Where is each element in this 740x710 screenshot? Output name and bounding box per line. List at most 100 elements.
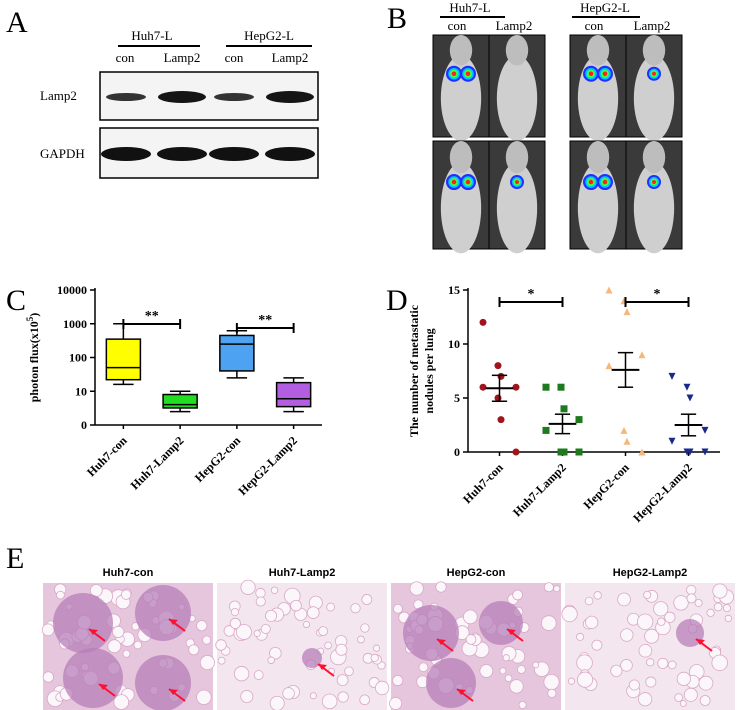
point xyxy=(542,426,550,434)
point xyxy=(494,394,502,402)
alveolus xyxy=(593,591,602,600)
arrow-head xyxy=(457,689,466,695)
significance-label: ** xyxy=(145,309,159,324)
alveolus xyxy=(270,586,279,594)
box xyxy=(162,393,198,409)
signal xyxy=(451,179,457,185)
alveolus xyxy=(540,615,557,631)
point xyxy=(605,286,613,294)
point xyxy=(560,448,568,456)
group-label: HepG2-L xyxy=(580,0,630,15)
alveolus xyxy=(375,680,390,696)
y-axis-label: nodules per lung xyxy=(422,328,436,413)
alveolus xyxy=(229,617,241,629)
y-tick-label: 100 xyxy=(69,351,87,365)
band xyxy=(106,93,146,101)
alveolus xyxy=(620,628,634,642)
lane-label: Lamp2 xyxy=(272,50,309,65)
point xyxy=(686,448,694,456)
alveolus xyxy=(577,671,594,688)
y-axis-label-sup: 5 xyxy=(25,316,35,321)
alveolus xyxy=(686,593,697,604)
alveolus xyxy=(711,654,728,672)
mouse-body xyxy=(577,162,619,254)
alveolus xyxy=(253,629,261,637)
alveolus xyxy=(202,635,212,645)
band xyxy=(157,147,207,161)
mouse-body xyxy=(577,55,619,142)
band xyxy=(214,93,254,101)
alveolus xyxy=(667,660,677,670)
alveolus xyxy=(309,692,317,700)
alveolus xyxy=(516,665,526,674)
band xyxy=(209,147,259,161)
alveolus xyxy=(230,607,240,617)
alveolus xyxy=(585,615,599,629)
mouse-head xyxy=(505,141,529,174)
alveolus xyxy=(584,596,594,606)
alveolus xyxy=(122,649,131,658)
arrow-head xyxy=(437,639,446,645)
alveolus xyxy=(722,604,731,613)
alveolus xyxy=(107,639,122,654)
significance-label: ** xyxy=(258,313,272,328)
alveolus xyxy=(240,579,256,595)
mouse-body xyxy=(633,162,675,254)
row-label: Lamp2 xyxy=(40,88,77,103)
point xyxy=(497,372,505,380)
alveolus xyxy=(326,602,336,612)
point xyxy=(638,448,646,456)
alveolus xyxy=(196,620,208,632)
alveolus xyxy=(637,613,654,630)
x-tick-label: Huh7-con xyxy=(84,433,130,479)
alveolus xyxy=(324,641,332,650)
y-axis-label-part: ) xyxy=(27,313,41,317)
signal xyxy=(602,179,608,185)
image-title: Huh7-Lamp2 xyxy=(269,567,336,579)
alveolus xyxy=(253,670,264,680)
x-tick-label: Huh7-Lamp2 xyxy=(510,460,569,519)
alveolus xyxy=(344,666,354,677)
mouse-head xyxy=(642,141,666,174)
alveolus xyxy=(357,635,365,644)
box xyxy=(105,338,142,381)
alveolus xyxy=(233,666,250,682)
arrow-head xyxy=(89,629,98,635)
y-axis-label-part: photon flux(x10 xyxy=(27,321,41,402)
alveolus xyxy=(370,653,379,662)
lane-label: Lamp2 xyxy=(634,18,671,33)
alveolus xyxy=(337,691,349,703)
nodule xyxy=(135,585,191,641)
arrow-head xyxy=(99,684,108,690)
alveolus xyxy=(479,664,494,678)
image-title: HepG2-con xyxy=(447,567,506,579)
panel-label: A xyxy=(6,6,28,39)
group-label: HepG2-L xyxy=(244,28,294,43)
y-tick-label: 5 xyxy=(454,391,460,405)
band xyxy=(266,91,314,103)
signal xyxy=(465,71,471,77)
image-title: Huh7-con xyxy=(103,567,154,579)
alveolus xyxy=(112,625,125,638)
y-axis-label: photon flux(x105) xyxy=(25,313,41,403)
alveolus xyxy=(683,687,698,702)
mouse-body xyxy=(496,162,538,254)
alveolus xyxy=(318,626,329,636)
panel-label: D xyxy=(386,284,408,317)
point xyxy=(623,308,631,316)
lane-label: con xyxy=(116,50,135,65)
mouse-body xyxy=(496,55,538,142)
point xyxy=(479,383,487,391)
alveolus xyxy=(591,639,603,651)
point xyxy=(623,437,631,445)
alveolus xyxy=(196,689,212,705)
alveolus xyxy=(260,623,271,634)
point xyxy=(560,405,568,413)
panel-label: C xyxy=(6,284,26,317)
box xyxy=(275,381,312,408)
signal xyxy=(602,71,608,77)
image-title: HepG2-Lamp2 xyxy=(613,567,688,579)
alveolus xyxy=(360,623,370,633)
alveolus xyxy=(532,661,540,669)
nodule xyxy=(403,605,459,661)
